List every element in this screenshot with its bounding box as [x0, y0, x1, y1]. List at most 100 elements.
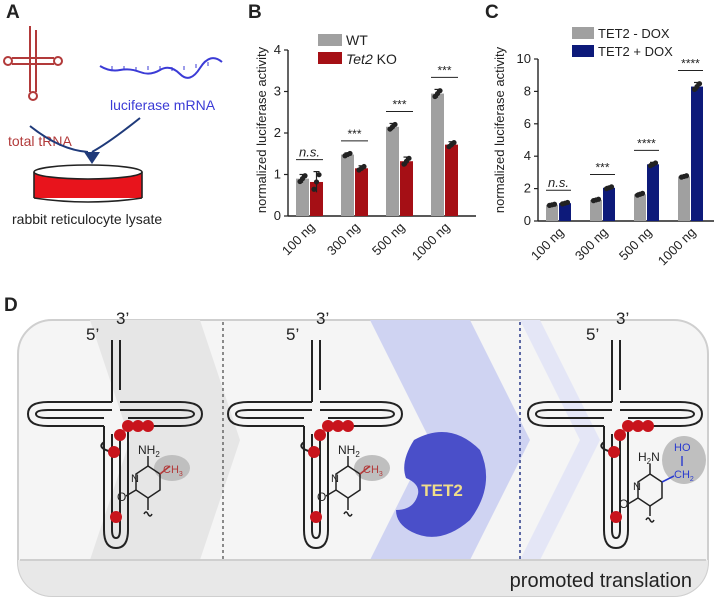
significance-label: n.s. [548, 175, 569, 190]
modified-base-2 [132, 420, 144, 432]
legend-swatch-wt [318, 34, 342, 46]
chart-c-legend: TET2 - DOX TET2 + DOX [572, 26, 673, 59]
mrna-icon [99, 57, 223, 79]
methyl-highlight [354, 455, 390, 481]
lysate-label: rabbit reticulocyte lysate [12, 211, 162, 227]
bar [647, 164, 659, 221]
modified-base-6 [610, 511, 622, 523]
trna-stage-3: 5’ 3’ H2N HO CH2 O N [527, 309, 706, 549]
five-prime-label: 5’ [86, 325, 99, 344]
carbonyl-o-label: O [619, 497, 628, 511]
methyl-bond [359, 465, 371, 475]
data-point [696, 81, 703, 87]
bar [445, 144, 458, 216]
data-point [683, 173, 690, 179]
modified-base-3 [142, 420, 154, 432]
bar [400, 161, 413, 216]
x-tick-label: 100 ng [279, 220, 318, 259]
data-point [313, 179, 320, 185]
chart-c-ylabel: normalized luciferase activity [492, 46, 507, 213]
significance-label: n.s. [299, 145, 320, 160]
modified-base-2 [332, 420, 344, 432]
legend-label-tet2ko: Tet2 KO [346, 51, 397, 67]
mrna-label: luciferase mRNA [110, 97, 216, 113]
modified-base-1 [122, 420, 134, 432]
methyl-label: CH3 [163, 464, 183, 478]
y-tick-label: 0 [274, 208, 281, 223]
bar [546, 204, 558, 221]
modified-base-3 [342, 420, 354, 432]
modified-base-1 [322, 420, 334, 432]
five-prime-label: 5’ [286, 325, 299, 344]
bar [590, 199, 602, 221]
tet2-enzyme-icon [396, 432, 487, 537]
data-point [302, 173, 308, 179]
bar [678, 176, 690, 221]
x-tick-label: 1000 ng [409, 220, 453, 264]
footer-label: promoted translation [510, 570, 692, 592]
data-point [639, 190, 646, 196]
trna-stage-2: 5’ 3’ NH2 CH3 O N TET2 [227, 309, 487, 549]
five-prime-label: 5’ [586, 325, 599, 344]
three-prime-label: 3’ [116, 309, 129, 328]
modified-base-4 [114, 429, 126, 441]
legend-label-wt: WT [346, 32, 368, 48]
arrow-mrna [91, 117, 141, 153]
trna-icon [3, 26, 63, 101]
three-prime-label: 3’ [316, 309, 329, 328]
x-tick-label: 500 ng [369, 220, 408, 259]
modified-base-4 [614, 429, 626, 441]
trna-stage-1: 5’ 3’ NH2 CH3 O N [27, 309, 203, 549]
chart-b-ylabel: normalized luciferase activity [254, 46, 269, 213]
data-point [451, 139, 457, 146]
three-prime-label: 3’ [616, 309, 629, 328]
significance-label: *** [347, 127, 361, 141]
legend-label-tet2ko-italic: Tet2 [346, 51, 373, 67]
modified-base-6 [310, 511, 322, 523]
modified-base-5 [308, 446, 320, 458]
bar [431, 93, 444, 216]
hydroxymethyl-label: CH2 [674, 469, 694, 483]
panel-a-schematic: total tRNA luciferase mRNA rabbit reticu… [3, 26, 223, 227]
y-tick-label: 4 [274, 42, 281, 57]
panel-label-a: A [6, 2, 20, 23]
methyl-highlight [154, 455, 190, 481]
y-tick-label: 3 [274, 84, 281, 99]
x-tick-label: 500 ng [616, 225, 655, 264]
data-point [316, 172, 322, 178]
panel-label-b: B [248, 2, 262, 23]
significance-label: **** [637, 136, 656, 150]
chart-c: normalized luciferase activity TET2 - DO… [492, 26, 714, 268]
y-tick-label: 0 [524, 213, 531, 228]
methyl-bond [159, 465, 171, 475]
bar [296, 178, 309, 216]
arrow-head-icon [84, 152, 100, 164]
bar [634, 194, 646, 221]
y-tick-label: 2 [274, 125, 281, 140]
panel-label-d: D [4, 295, 18, 316]
methyl-label: CH3 [363, 464, 383, 478]
data-point [564, 199, 571, 206]
panel-label-c: C [485, 2, 499, 23]
bar [603, 187, 615, 221]
bar [559, 203, 571, 221]
ring-n-label: N [633, 481, 641, 493]
chevron-shade-3 [520, 320, 600, 560]
hydroxyl-label: HO [674, 442, 691, 454]
significance-label: *** [595, 160, 609, 174]
data-point [392, 121, 398, 128]
legend-label-dox-plus: TET2 + DOX [598, 44, 673, 59]
data-point [347, 150, 353, 157]
bar [386, 126, 399, 216]
y-tick-label: 2 [524, 181, 531, 196]
ring-n-label: N [131, 473, 139, 485]
lysate-dish-icon [33, 164, 143, 203]
mrna-ticks [111, 62, 209, 71]
significance-label: *** [392, 97, 406, 111]
modified-base-2 [632, 420, 644, 432]
legend-label-dox-minus: TET2 - DOX [598, 26, 670, 41]
data-point [608, 184, 615, 190]
bar [355, 168, 368, 216]
chart-b: normalized luciferase activity WT Tet2 K… [254, 32, 476, 264]
modified-base-4 [314, 429, 326, 441]
